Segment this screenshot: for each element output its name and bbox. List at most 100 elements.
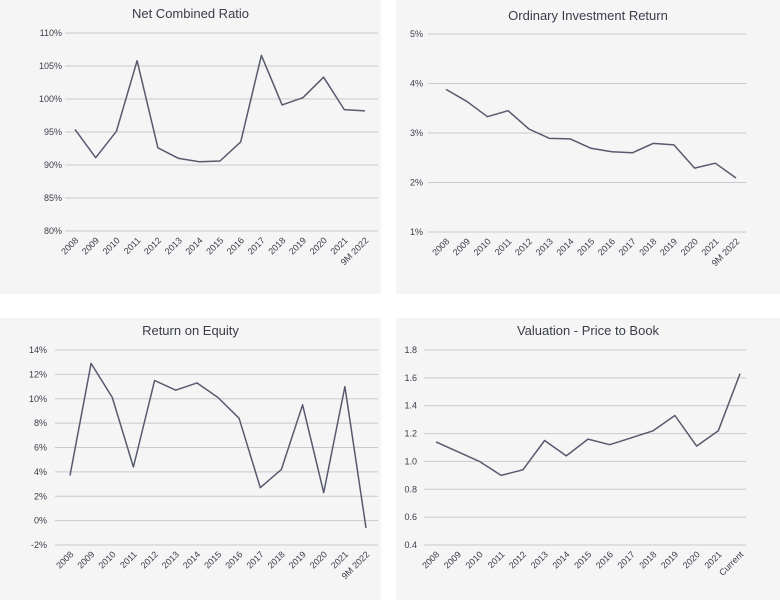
x-tick-label: 2019 (287, 235, 308, 256)
data-point (174, 388, 178, 392)
data-point (589, 146, 593, 150)
data-point (364, 526, 368, 530)
y-tick-label: 3% (410, 128, 423, 138)
data-point (734, 176, 738, 180)
chart-svg-net-combined-ratio: 80% 85% 90% 95% 100% 105% 110% 2008 2009 2010 2011… (39, 28, 378, 267)
x-tick-label: 2018 (637, 549, 658, 570)
data-point (485, 115, 489, 119)
x-tick-label: 2010 (464, 549, 485, 570)
y-tick-label: 6% (34, 443, 47, 453)
x-tick-label: 2011 (486, 549, 507, 570)
x-tick-label: 2008 (420, 549, 441, 570)
data-point (629, 436, 633, 440)
y-tick-label: 105% (39, 61, 62, 71)
data-point (259, 53, 263, 57)
y-tick-label: 12% (29, 369, 47, 379)
y-tick-label: 8% (34, 418, 47, 428)
data-point (195, 381, 199, 385)
data-point (342, 108, 346, 112)
chart-panel-ordinary-investment-return: Ordinary Investment Return 1% 2% 3% 4% 5% 200… (396, 0, 780, 294)
data-point (499, 473, 503, 477)
x-tick-label: 2008 (59, 235, 80, 256)
data-point (156, 146, 160, 150)
x-tick-label: Current (717, 549, 746, 578)
x-tick-label: 2014 (554, 236, 575, 257)
x-tick-label: 2009 (80, 235, 101, 256)
x-tick-label: 2012 (513, 236, 534, 257)
x-tick-label: 2017 (244, 549, 265, 570)
x-tick-label: 2010 (96, 549, 117, 570)
y-tick-label: 1.2 (404, 429, 417, 439)
data-point (693, 166, 697, 170)
y-tick-label: 0.6 (404, 512, 417, 522)
x-tick-label: 2010 (101, 235, 122, 256)
data-point (114, 129, 118, 133)
data-point (322, 75, 326, 79)
data-point (197, 160, 201, 164)
data-point (73, 127, 77, 131)
data-point (434, 440, 438, 444)
data-point (343, 385, 347, 389)
x-tick-label: 2020 (681, 549, 702, 570)
data-point (630, 151, 634, 155)
x-tick-label: 2011 (122, 235, 143, 256)
data-point (695, 444, 699, 448)
y-tick-label: 80% (44, 226, 62, 236)
y-tick-label: 100% (39, 94, 62, 104)
chart-title: Return on Equity (142, 323, 239, 338)
x-tick-label: 2019 (659, 549, 680, 570)
data-point (301, 403, 305, 407)
data-point (237, 416, 241, 420)
chart-svg-price-to-book: 0.4 0.6 0.8 1.0 1.2 1.4 1.6 1.8 2008 2009 2010 2011… (404, 345, 746, 578)
y-tick-label: -2% (31, 540, 47, 550)
series-line (69, 362, 367, 529)
y-tick-label: 0.4 (404, 540, 417, 550)
y-tick-label: 85% (44, 193, 62, 203)
y-tick-label: 14% (29, 345, 47, 355)
x-tick-label: 2008 (54, 549, 75, 570)
y-tick-label: 5% (410, 29, 423, 39)
data-point (477, 459, 481, 463)
data-point (568, 137, 572, 141)
series-line (445, 88, 737, 179)
x-tick-label: 2011 (493, 236, 514, 257)
data-point (651, 141, 655, 145)
x-tick-label: 2014 (550, 549, 571, 570)
chart-panel-return-on-equity: Return on Equity -2% 0% 2% 4% 6% 8% 10% 12% 14% 2… (0, 318, 381, 600)
data-point (564, 454, 568, 458)
x-tick-label: 2009 (75, 549, 96, 570)
data-point (89, 361, 93, 365)
data-point (673, 413, 677, 417)
data-point (444, 87, 448, 91)
data-point (131, 465, 135, 469)
y-tick-label: 1.0 (404, 456, 417, 466)
data-point (258, 486, 262, 490)
data-point (506, 109, 510, 113)
y-tick-label: 0.8 (404, 484, 417, 494)
y-tick-label: 110% (40, 28, 62, 38)
y-tick-label: 0% (34, 516, 47, 526)
data-point (280, 103, 284, 107)
x-tick-label: 2010 (472, 236, 493, 257)
x-tick-label: 2015 (202, 549, 223, 570)
data-point (543, 439, 547, 443)
y-tick-label: 4% (410, 79, 423, 89)
y-tick-label: 1.4 (404, 401, 417, 411)
y-tick-label: 1.6 (404, 373, 417, 383)
data-point (279, 467, 283, 471)
data-point (651, 429, 655, 433)
chart-panel-price-to-book: Valuation - Price to Book 0.4 0.6 0.8 1.0 1.… (396, 318, 780, 600)
data-point (301, 96, 305, 100)
x-tick-label: 2011 (118, 549, 139, 570)
data-point (586, 437, 590, 441)
series-line (74, 54, 366, 163)
x-tick-label: 2016 (596, 236, 617, 257)
x-tick-label: 2009 (442, 549, 463, 570)
data-point (216, 396, 220, 400)
data-point (548, 136, 552, 140)
x-tick-label: 2013 (163, 235, 184, 256)
data-point (713, 161, 717, 165)
data-point (135, 59, 139, 63)
x-tick-label: 2020 (308, 549, 329, 570)
chart-title: Ordinary Investment Return (508, 8, 668, 23)
